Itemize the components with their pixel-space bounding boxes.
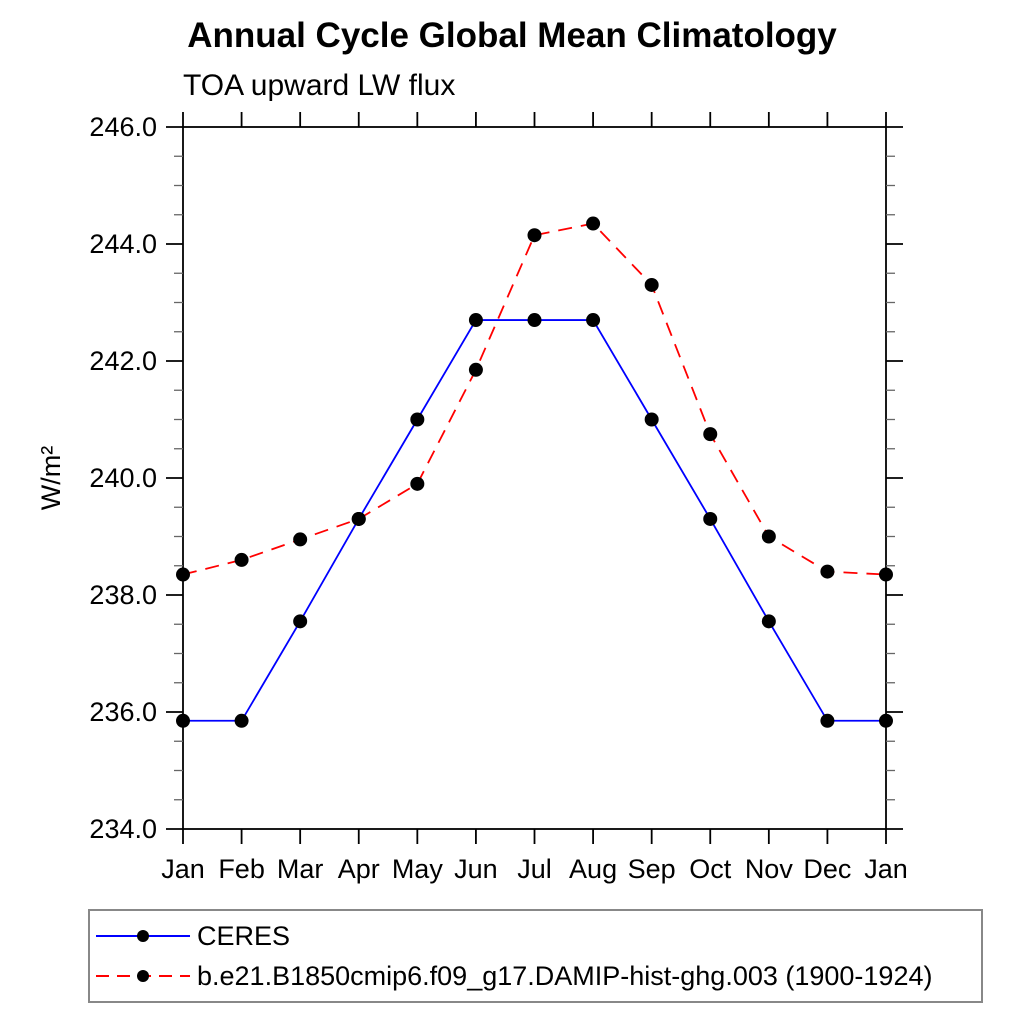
data-point-marker bbox=[879, 713, 893, 728]
data-point-marker bbox=[410, 476, 425, 491]
data-point-marker bbox=[703, 511, 718, 526]
chart-subtitle: TOA upward LW flux bbox=[183, 69, 456, 102]
series-line-ceres bbox=[183, 319, 886, 722]
x-tick-label: Jul bbox=[517, 854, 552, 884]
data-point-marker bbox=[761, 529, 776, 544]
x-tick-label: Dec bbox=[803, 854, 851, 884]
y-tick-label: 242.0 bbox=[89, 346, 157, 376]
legend-label-ceres: CERES bbox=[197, 920, 291, 951]
chart-title: Annual Cycle Global Mean Climatology bbox=[187, 16, 837, 55]
x-tick-label: Mar bbox=[277, 854, 324, 884]
data-point-marker bbox=[879, 567, 893, 582]
y-tick-label: 236.0 bbox=[89, 697, 157, 727]
data-point-marker bbox=[527, 313, 542, 328]
y-tick-label: 234.0 bbox=[89, 814, 157, 844]
legend-item-model: b.e21.B1850cmip6.f09_g17.DAMIP-hist-ghg.… bbox=[94, 956, 981, 996]
legend-marker-dot bbox=[137, 970, 149, 982]
data-point-marker bbox=[293, 614, 308, 629]
data-point-marker bbox=[410, 412, 425, 427]
data-point-marker bbox=[761, 614, 776, 629]
data-point-marker bbox=[468, 362, 483, 377]
data-point-marker bbox=[234, 713, 249, 728]
legend-marker-dot bbox=[137, 930, 149, 942]
y-tick-label: 246.0 bbox=[89, 112, 157, 142]
y-tick-label: 240.0 bbox=[89, 463, 157, 493]
data-point-marker bbox=[468, 313, 483, 328]
data-point-marker bbox=[644, 412, 659, 427]
x-tick-label: Jun bbox=[454, 854, 498, 884]
x-tick-label: Jan bbox=[864, 854, 908, 884]
legend-line-ceres-icon bbox=[96, 930, 190, 942]
x-tick-label: May bbox=[392, 854, 444, 884]
data-point-marker bbox=[644, 277, 659, 292]
legend-box: CERES b.e21.B1850cmip6.f09_g17.DAMIP-his… bbox=[88, 909, 983, 1003]
series-line-model bbox=[182, 222, 887, 576]
x-tick-label: Apr bbox=[338, 854, 380, 884]
y-axis-label: W/m² bbox=[36, 446, 66, 510]
x-tick-label: Feb bbox=[218, 854, 265, 884]
x-tick-label: Aug bbox=[569, 854, 617, 884]
legend-line-model-icon bbox=[96, 970, 190, 982]
data-point-marker bbox=[351, 511, 366, 526]
x-tick-label: Sep bbox=[628, 854, 676, 884]
legend-item-ceres: CERES bbox=[94, 916, 981, 956]
y-tick-label: 244.0 bbox=[89, 229, 157, 259]
legend-label-model: b.e21.B1850cmip6.f09_g17.DAMIP-hist-ghg.… bbox=[197, 960, 933, 991]
y-tick-label: 238.0 bbox=[89, 580, 157, 610]
x-tick-label: Jan bbox=[161, 854, 205, 884]
data-point-marker bbox=[527, 228, 542, 243]
data-point-marker bbox=[820, 564, 835, 579]
data-point-marker bbox=[176, 567, 190, 582]
x-tick-label: Oct bbox=[689, 854, 732, 884]
data-point-marker bbox=[176, 713, 190, 728]
data-point-marker bbox=[234, 552, 249, 567]
data-point-marker bbox=[586, 313, 601, 328]
x-tick-label: Nov bbox=[745, 854, 794, 884]
data-point-marker bbox=[703, 427, 718, 442]
data-point-marker bbox=[586, 216, 601, 231]
data-point-marker bbox=[820, 713, 835, 728]
data-point-marker bbox=[293, 532, 308, 547]
